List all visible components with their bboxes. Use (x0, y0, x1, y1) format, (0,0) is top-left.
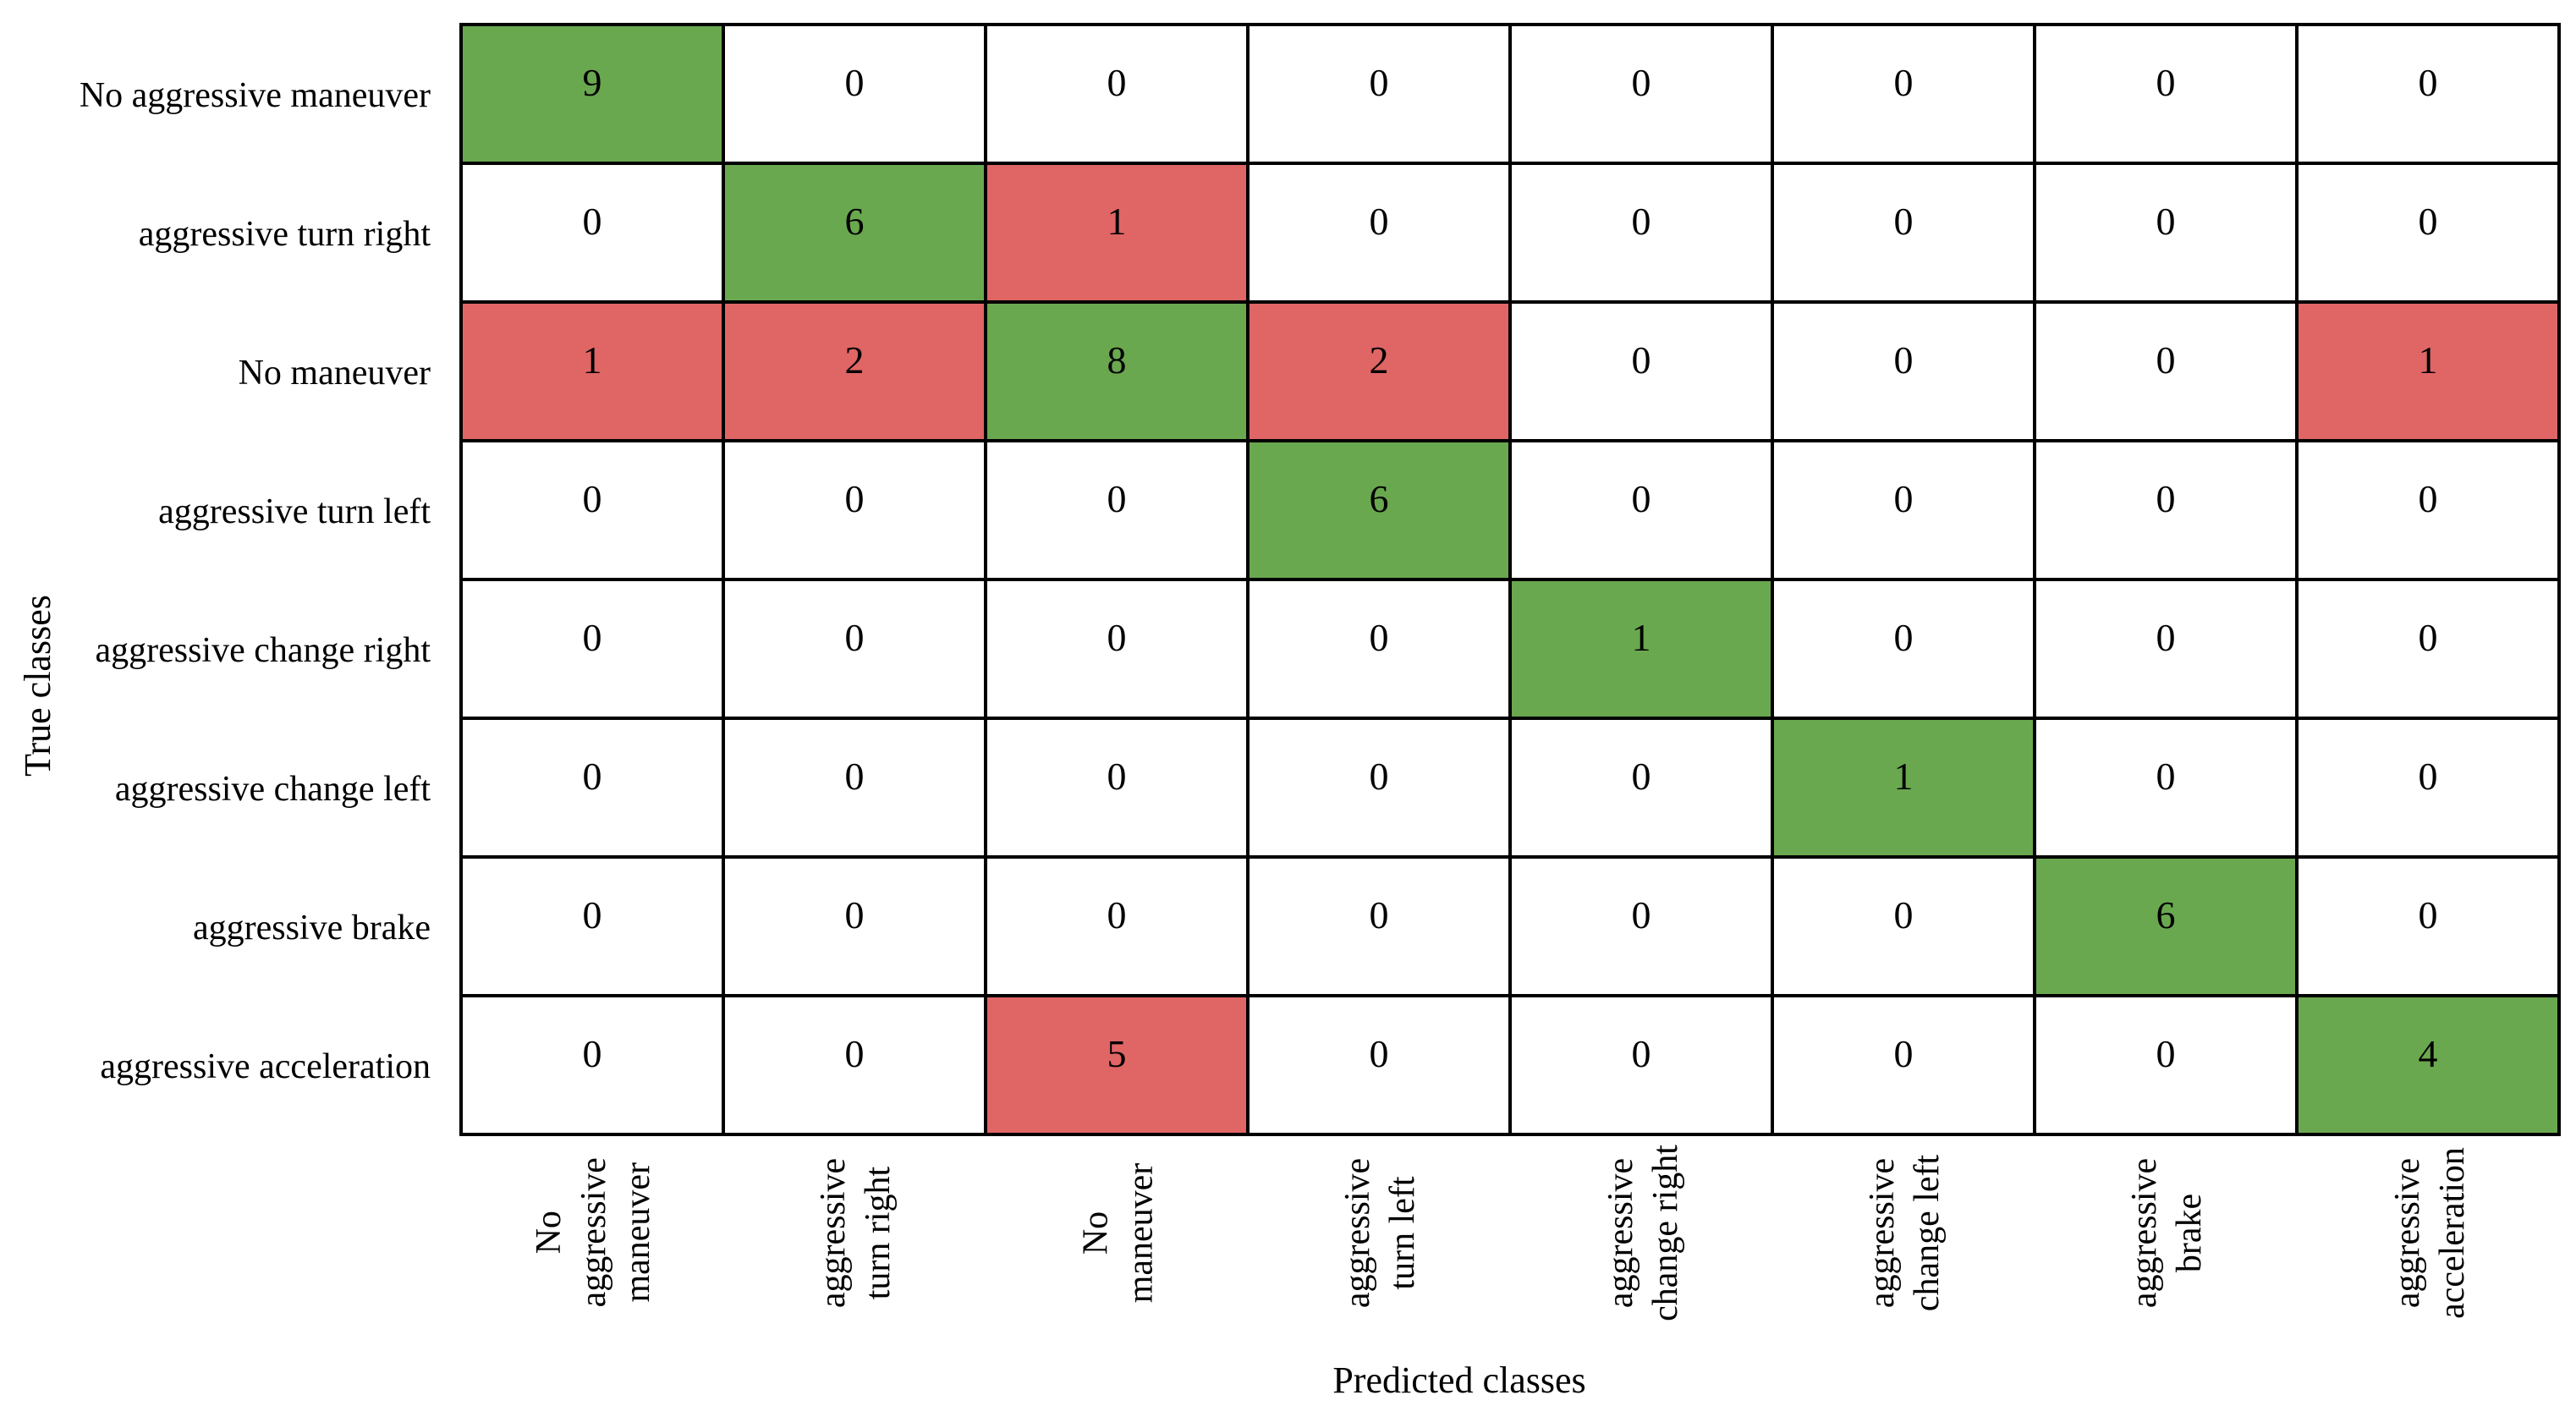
matrix-cell-r4c3: 0 (987, 442, 1250, 581)
matrix-cell-r2c3: 1 (987, 165, 1250, 304)
col-label-cell-2: aggressive turn right (725, 1140, 987, 1326)
col-label-3: No maneuver (1076, 1162, 1161, 1303)
matrix-cell-r1c4: 0 (1250, 26, 1512, 165)
matrix-cell-r3c3: 8 (987, 304, 1250, 442)
matrix-cell-r1c2: 0 (725, 26, 987, 165)
matrix-cell-r2c1: 0 (463, 165, 725, 304)
matrix-cell-r5c8: 0 (2299, 581, 2561, 720)
matrix-cell-r3c6: 0 (1774, 304, 2036, 442)
col-label-1: No aggressive maneuver (530, 1157, 658, 1308)
matrix-cell-r3c2: 2 (725, 304, 987, 442)
matrix-cell-r2c2: 6 (725, 165, 987, 304)
matrix-cell-r7c1: 0 (463, 859, 725, 997)
matrix-cell-r5c3: 0 (987, 581, 1250, 720)
col-label-6: aggressive change left (1863, 1154, 1947, 1311)
matrix-cell-r5c6: 0 (1774, 581, 2036, 720)
matrix-cell-r6c2: 0 (725, 720, 987, 859)
matrix-cell-r3c8: 1 (2299, 304, 2561, 442)
matrix-cell-r7c3: 0 (987, 859, 1250, 997)
matrix-cell-r1c5: 0 (1512, 26, 1774, 165)
matrix-cell-r4c1: 0 (463, 442, 725, 581)
matrix-cell-r8c6: 0 (1774, 997, 2036, 1136)
matrix-cell-r2c8: 0 (2299, 165, 2561, 304)
col-label-cell-8: aggressive acceleration (2299, 1140, 2561, 1326)
true-class-labels: No aggressive maneuver aggressive turn ri… (0, 26, 445, 1136)
matrix-cell-r7c5: 0 (1512, 859, 1774, 997)
matrix-cell-r4c7: 0 (2036, 442, 2299, 581)
matrix-cell-r7c4: 0 (1250, 859, 1512, 997)
matrix-cell-r8c2: 0 (725, 997, 987, 1136)
row-label-1: No aggressive maneuver (79, 76, 431, 115)
matrix-cell-r8c8: 4 (2299, 997, 2561, 1136)
matrix-cell-r4c4: 6 (1250, 442, 1512, 581)
col-label-8: aggressive acceleration (2387, 1146, 2472, 1319)
matrix-cell-r8c7: 0 (2036, 997, 2299, 1136)
row-label-6: aggressive change left (114, 770, 431, 809)
row-label-3: No maneuver (238, 354, 431, 393)
col-label-cell-6: aggressive change left (1774, 1140, 2036, 1326)
matrix-cell-r2c5: 0 (1512, 165, 1774, 304)
matrix-cell-r1c7: 0 (2036, 26, 2299, 165)
matrix-cell-r7c2: 0 (725, 859, 987, 997)
col-label-2: aggressive turn right (814, 1157, 898, 1308)
matrix-cell-r2c4: 0 (1250, 165, 1512, 304)
row-label-2: aggressive turn right (138, 215, 431, 254)
matrix-cell-r6c7: 0 (2036, 720, 2299, 859)
col-label-5: aggressive change right (1601, 1144, 1685, 1321)
matrix-cell-r4c5: 0 (1512, 442, 1774, 581)
matrix-cell-r8c1: 0 (463, 997, 725, 1136)
matrix-cell-r3c5: 0 (1512, 304, 1774, 442)
matrix-cell-r5c7: 0 (2036, 581, 2299, 720)
matrix-cell-r2c7: 0 (2036, 165, 2299, 304)
col-label-cell-1: No aggressive maneuver (463, 1140, 725, 1326)
matrix-cell-r7c7: 6 (2036, 859, 2299, 997)
matrix-cell-r1c6: 0 (1774, 26, 2036, 165)
col-label-cell-7: aggressive brake (2036, 1140, 2299, 1326)
matrix-cell-r2c6: 0 (1774, 165, 2036, 304)
matrix-cell-r8c3: 5 (987, 997, 1250, 1136)
col-label-cell-5: aggressive change right (1512, 1140, 1774, 1326)
matrix-cell-r8c5: 0 (1512, 997, 1774, 1136)
matrix-cell-r6c8: 0 (2299, 720, 2561, 859)
col-label-cell-3: No maneuver (987, 1140, 1250, 1326)
matrix-cell-r4c6: 0 (1774, 442, 2036, 581)
matrix-cell-r6c3: 0 (987, 720, 1250, 859)
matrix-cell-r3c4: 2 (1250, 304, 1512, 442)
predicted-class-labels: No aggressive maneuver aggressive turn ri… (463, 1140, 2561, 1326)
matrix-cell-r1c1: 9 (463, 26, 725, 165)
col-label-cell-4: aggressive turn left (1250, 1140, 1512, 1326)
matrix-cell-r7c8: 0 (2299, 859, 2561, 997)
row-label-5: aggressive change right (95, 631, 431, 670)
matrix-cell-r4c8: 0 (2299, 442, 2561, 581)
matrix-cell-r1c8: 0 (2299, 26, 2561, 165)
matrix-cell-r5c4: 0 (1250, 581, 1512, 720)
matrix-cell-r7c6: 0 (1774, 859, 2036, 997)
matrix-cell-r5c2: 0 (725, 581, 987, 720)
row-label-8: aggressive acceleration (100, 1047, 431, 1086)
matrix-cell-r6c5: 0 (1512, 720, 1774, 859)
matrix-cell-r6c4: 0 (1250, 720, 1512, 859)
row-label-4: aggressive turn left (158, 492, 431, 531)
col-label-7: aggressive brake (2125, 1157, 2210, 1308)
matrix-cell-r5c5: 1 (1512, 581, 1774, 720)
matrix-cell-r8c4: 0 (1250, 997, 1512, 1136)
matrix-cell-r3c7: 0 (2036, 304, 2299, 442)
matrix-cell-r6c1: 0 (463, 720, 725, 859)
matrix-cell-r6c6: 1 (1774, 720, 2036, 859)
matrix-cell-r4c2: 0 (725, 442, 987, 581)
col-label-4: aggressive turn left (1338, 1157, 1423, 1308)
matrix-cell-r1c3: 0 (987, 26, 1250, 165)
x-axis-title: Predicted classes (1332, 1359, 1586, 1401)
matrix-cell-r5c1: 0 (463, 581, 725, 720)
row-label-7: aggressive brake (192, 909, 431, 947)
matrix-cell-r3c1: 1 (463, 304, 725, 442)
